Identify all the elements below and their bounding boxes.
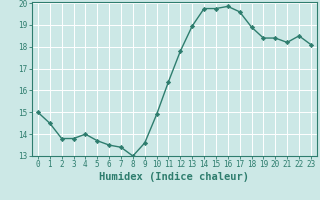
X-axis label: Humidex (Indice chaleur): Humidex (Indice chaleur) [100,172,249,182]
